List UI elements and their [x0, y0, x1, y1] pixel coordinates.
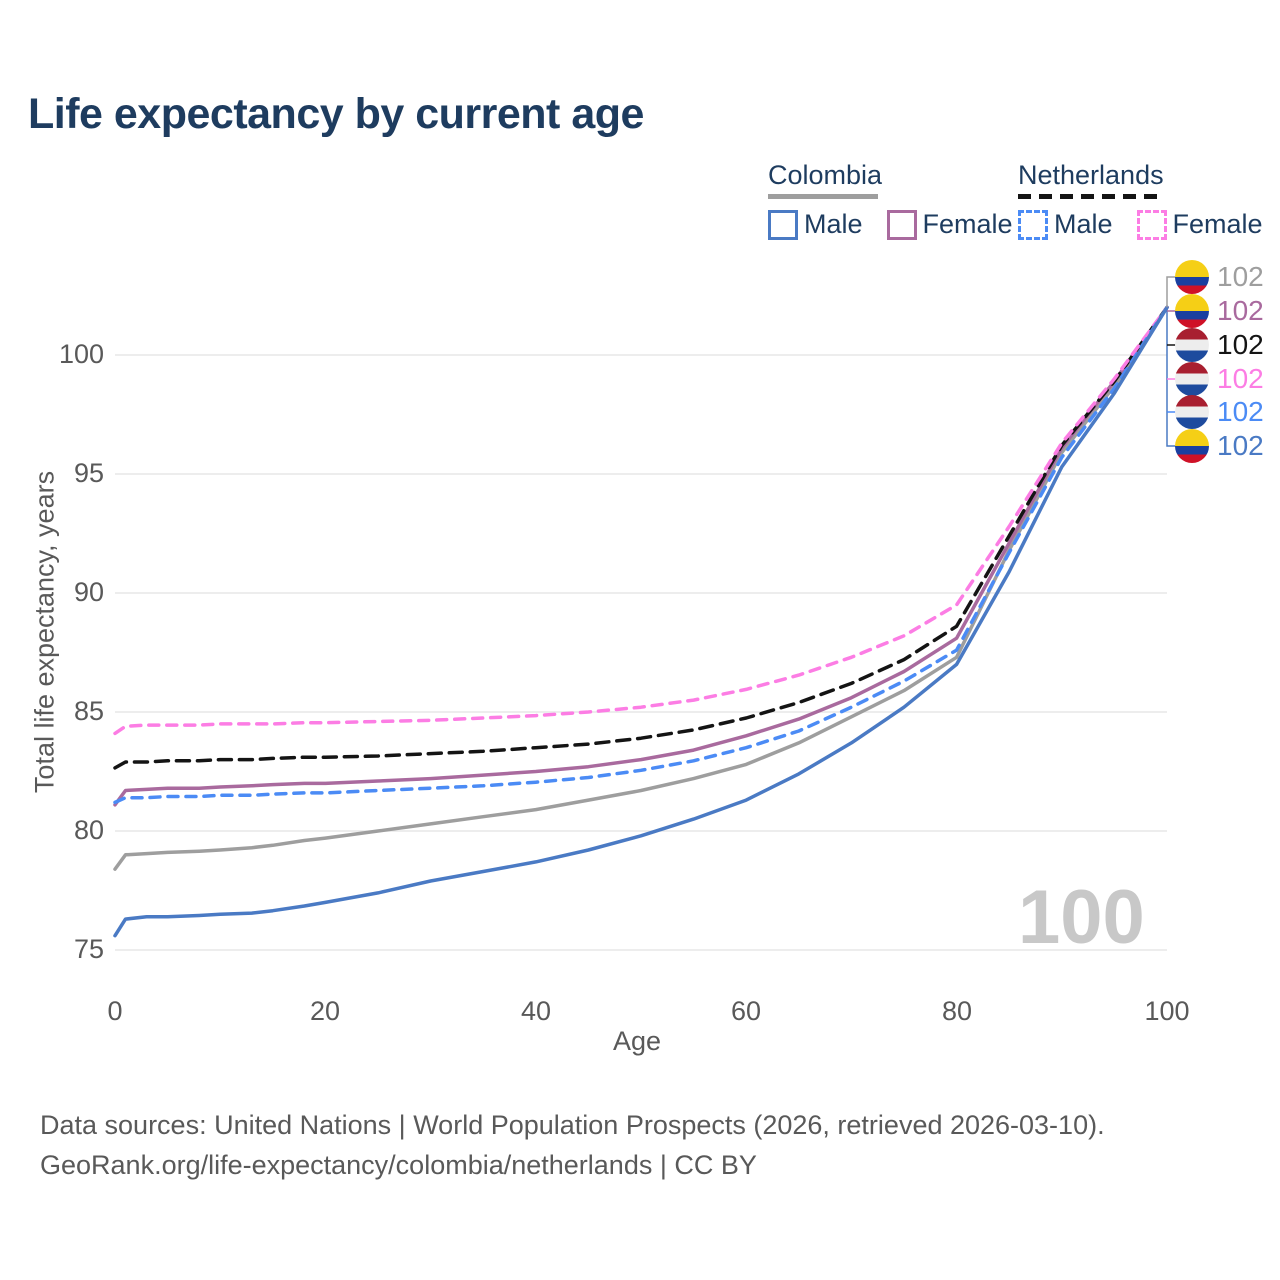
- legend-group-colombia: Colombia Male Female: [768, 160, 1013, 240]
- age-watermark: 100: [1018, 875, 1145, 960]
- end-label-row: 102: [1175, 260, 1264, 294]
- end-label-row: 102: [1175, 395, 1264, 429]
- page-title: Life expectancy by current age: [28, 90, 644, 138]
- y-tick-label: 80: [73, 815, 104, 845]
- legend-group-netherlands: Netherlands Male Female: [1018, 160, 1268, 240]
- legend-item-label: Male: [804, 209, 863, 239]
- y-axis-title: Total life expectancy, years: [29, 470, 60, 794]
- legend-item-label: Male: [1054, 209, 1113, 239]
- y-tick-label: 95: [73, 458, 104, 488]
- end-label-value: 102: [1217, 363, 1264, 394]
- x-axis-title: Age: [612, 1026, 662, 1056]
- legend-group-label-colombia[interactable]: Colombia: [768, 160, 883, 190]
- x-tick-label: 0: [107, 996, 123, 1026]
- x-tick-label: 20: [309, 996, 341, 1026]
- x-tick-label: 40: [520, 996, 552, 1026]
- x-tick-label: 80: [941, 996, 973, 1026]
- legend-item-colombia-female[interactable]: Female: [886, 209, 1013, 240]
- end-label-value: 102: [1217, 430, 1264, 461]
- end-label-row: 102: [1175, 362, 1264, 396]
- colombia-flag-icon: [1175, 260, 1209, 294]
- legend-underline-colombia: [768, 194, 878, 199]
- colombia-flag-icon: [1175, 429, 1209, 463]
- netherlands-male-swatch-icon: [1018, 209, 1048, 240]
- netherlands-flag-icon: [1175, 328, 1209, 362]
- netherlands-flag-icon: [1175, 362, 1209, 396]
- legend-item-colombia-male[interactable]: Male: [768, 209, 863, 240]
- y-tick-label: 75: [73, 934, 104, 964]
- legend-item-label: Female: [922, 209, 1013, 239]
- netherlands-female-swatch-icon: [1136, 209, 1167, 240]
- colombia-male-swatch-icon: [768, 209, 798, 240]
- legend-item-netherlands-male[interactable]: Male: [1018, 209, 1113, 240]
- colombia-flag-icon: [1175, 294, 1209, 328]
- colombia-female-swatch-icon: [886, 209, 917, 240]
- netherlands-flag-icon: [1175, 395, 1209, 429]
- y-tick-label: 100: [58, 339, 104, 369]
- end-label-row: 102: [1175, 429, 1264, 463]
- attribution-line: GeoRank.org/life-expectancy/colombia/net…: [40, 1150, 757, 1180]
- end-label-value: 102: [1217, 329, 1264, 360]
- end-label-row: 102: [1175, 294, 1264, 328]
- end-label-value: 102: [1217, 261, 1264, 292]
- legend-underline-netherlands: [1018, 194, 1163, 199]
- end-label-row: 102: [1175, 328, 1264, 362]
- y-tick-label: 85: [73, 696, 104, 726]
- y-tick-label: 90: [73, 577, 104, 607]
- x-tick-label: 60: [730, 996, 762, 1026]
- end-label-value: 102: [1217, 396, 1264, 427]
- end-label-value: 102: [1217, 295, 1264, 326]
- legend-item-netherlands-female[interactable]: Female: [1136, 209, 1263, 240]
- data-sources-line: Data sources: United Nations | World Pop…: [40, 1110, 1105, 1140]
- legend-group-label-netherlands[interactable]: Netherlands: [1018, 160, 1164, 190]
- legend-item-label: Female: [1172, 209, 1263, 239]
- x-tick-label: 100: [1144, 996, 1190, 1026]
